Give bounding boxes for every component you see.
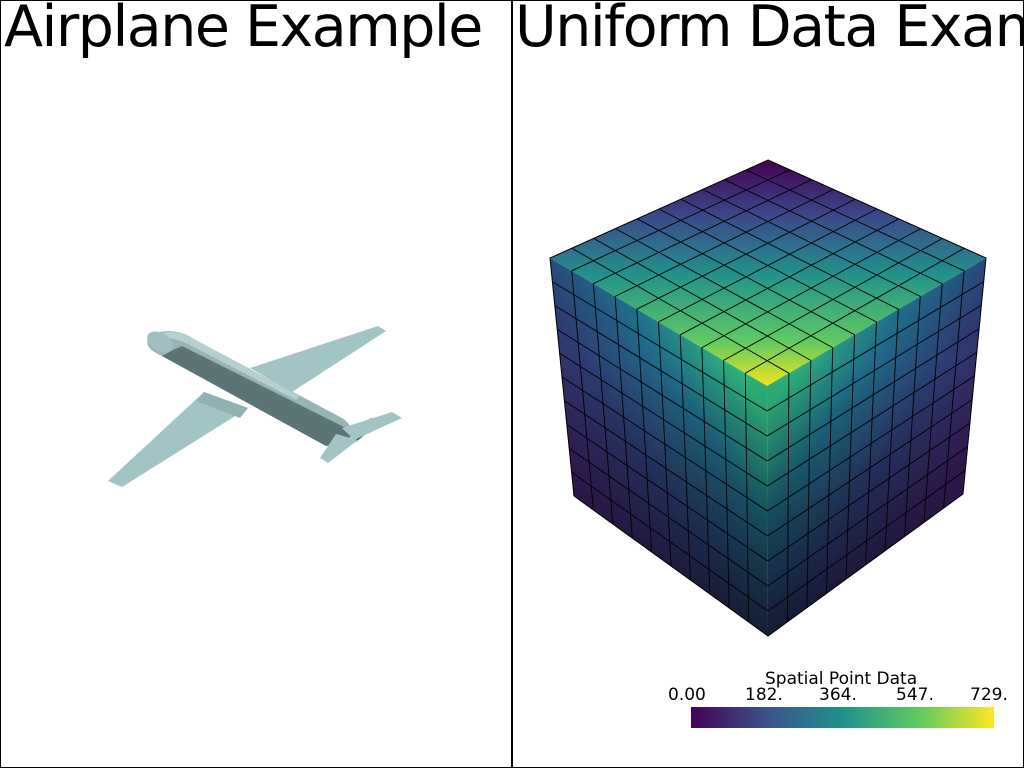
scalar-bar-label-4: 547. [896,685,934,705]
scalar-bar-label-3: 364. [819,685,857,705]
airplane-viewport-title: Airplane Example [4,0,483,60]
airplane-viewport[interactable]: Airplane Example [0,0,511,768]
scalar-bar-gradient [691,707,994,728]
uniform-data-viewport[interactable]: Uniform Data Exam [513,0,1024,768]
airplane-tail-stabilizer [342,412,402,440]
cube-top-face [550,160,986,386]
scalar-bar: Spatial Point Data 0.00 182. 364. 547. 7… [660,668,1020,732]
airplane-nose [147,331,173,353]
airplane-tail-stabilizer-lower [320,434,358,463]
airplane-near-wing [108,392,248,487]
airplane-render[interactable] [0,0,511,768]
airplane-fuselage-shadow [162,346,351,446]
cube-left-face-shade [550,258,768,636]
scalar-bar-label-min: 0.00 [668,685,706,705]
airplane-fuselage-highlight [156,332,300,400]
cube-right-face-shade [767,258,986,636]
scalar-bar-label-2: 182. [745,685,783,705]
uniform-cube-render[interactable] [513,0,1024,768]
scalar-bar-title: Spatial Point Data [765,669,918,689]
scalar-bar-label-max: 729. [970,685,1008,705]
cube-outline [549,159,987,637]
airplane-near-wing-shade [196,392,248,418]
viewport-divider [511,0,513,768]
cube-grid-lines [552,169,984,623]
uniform-viewport-title: Uniform Data Exam [515,0,1024,60]
airplane-far-wing [250,326,386,392]
